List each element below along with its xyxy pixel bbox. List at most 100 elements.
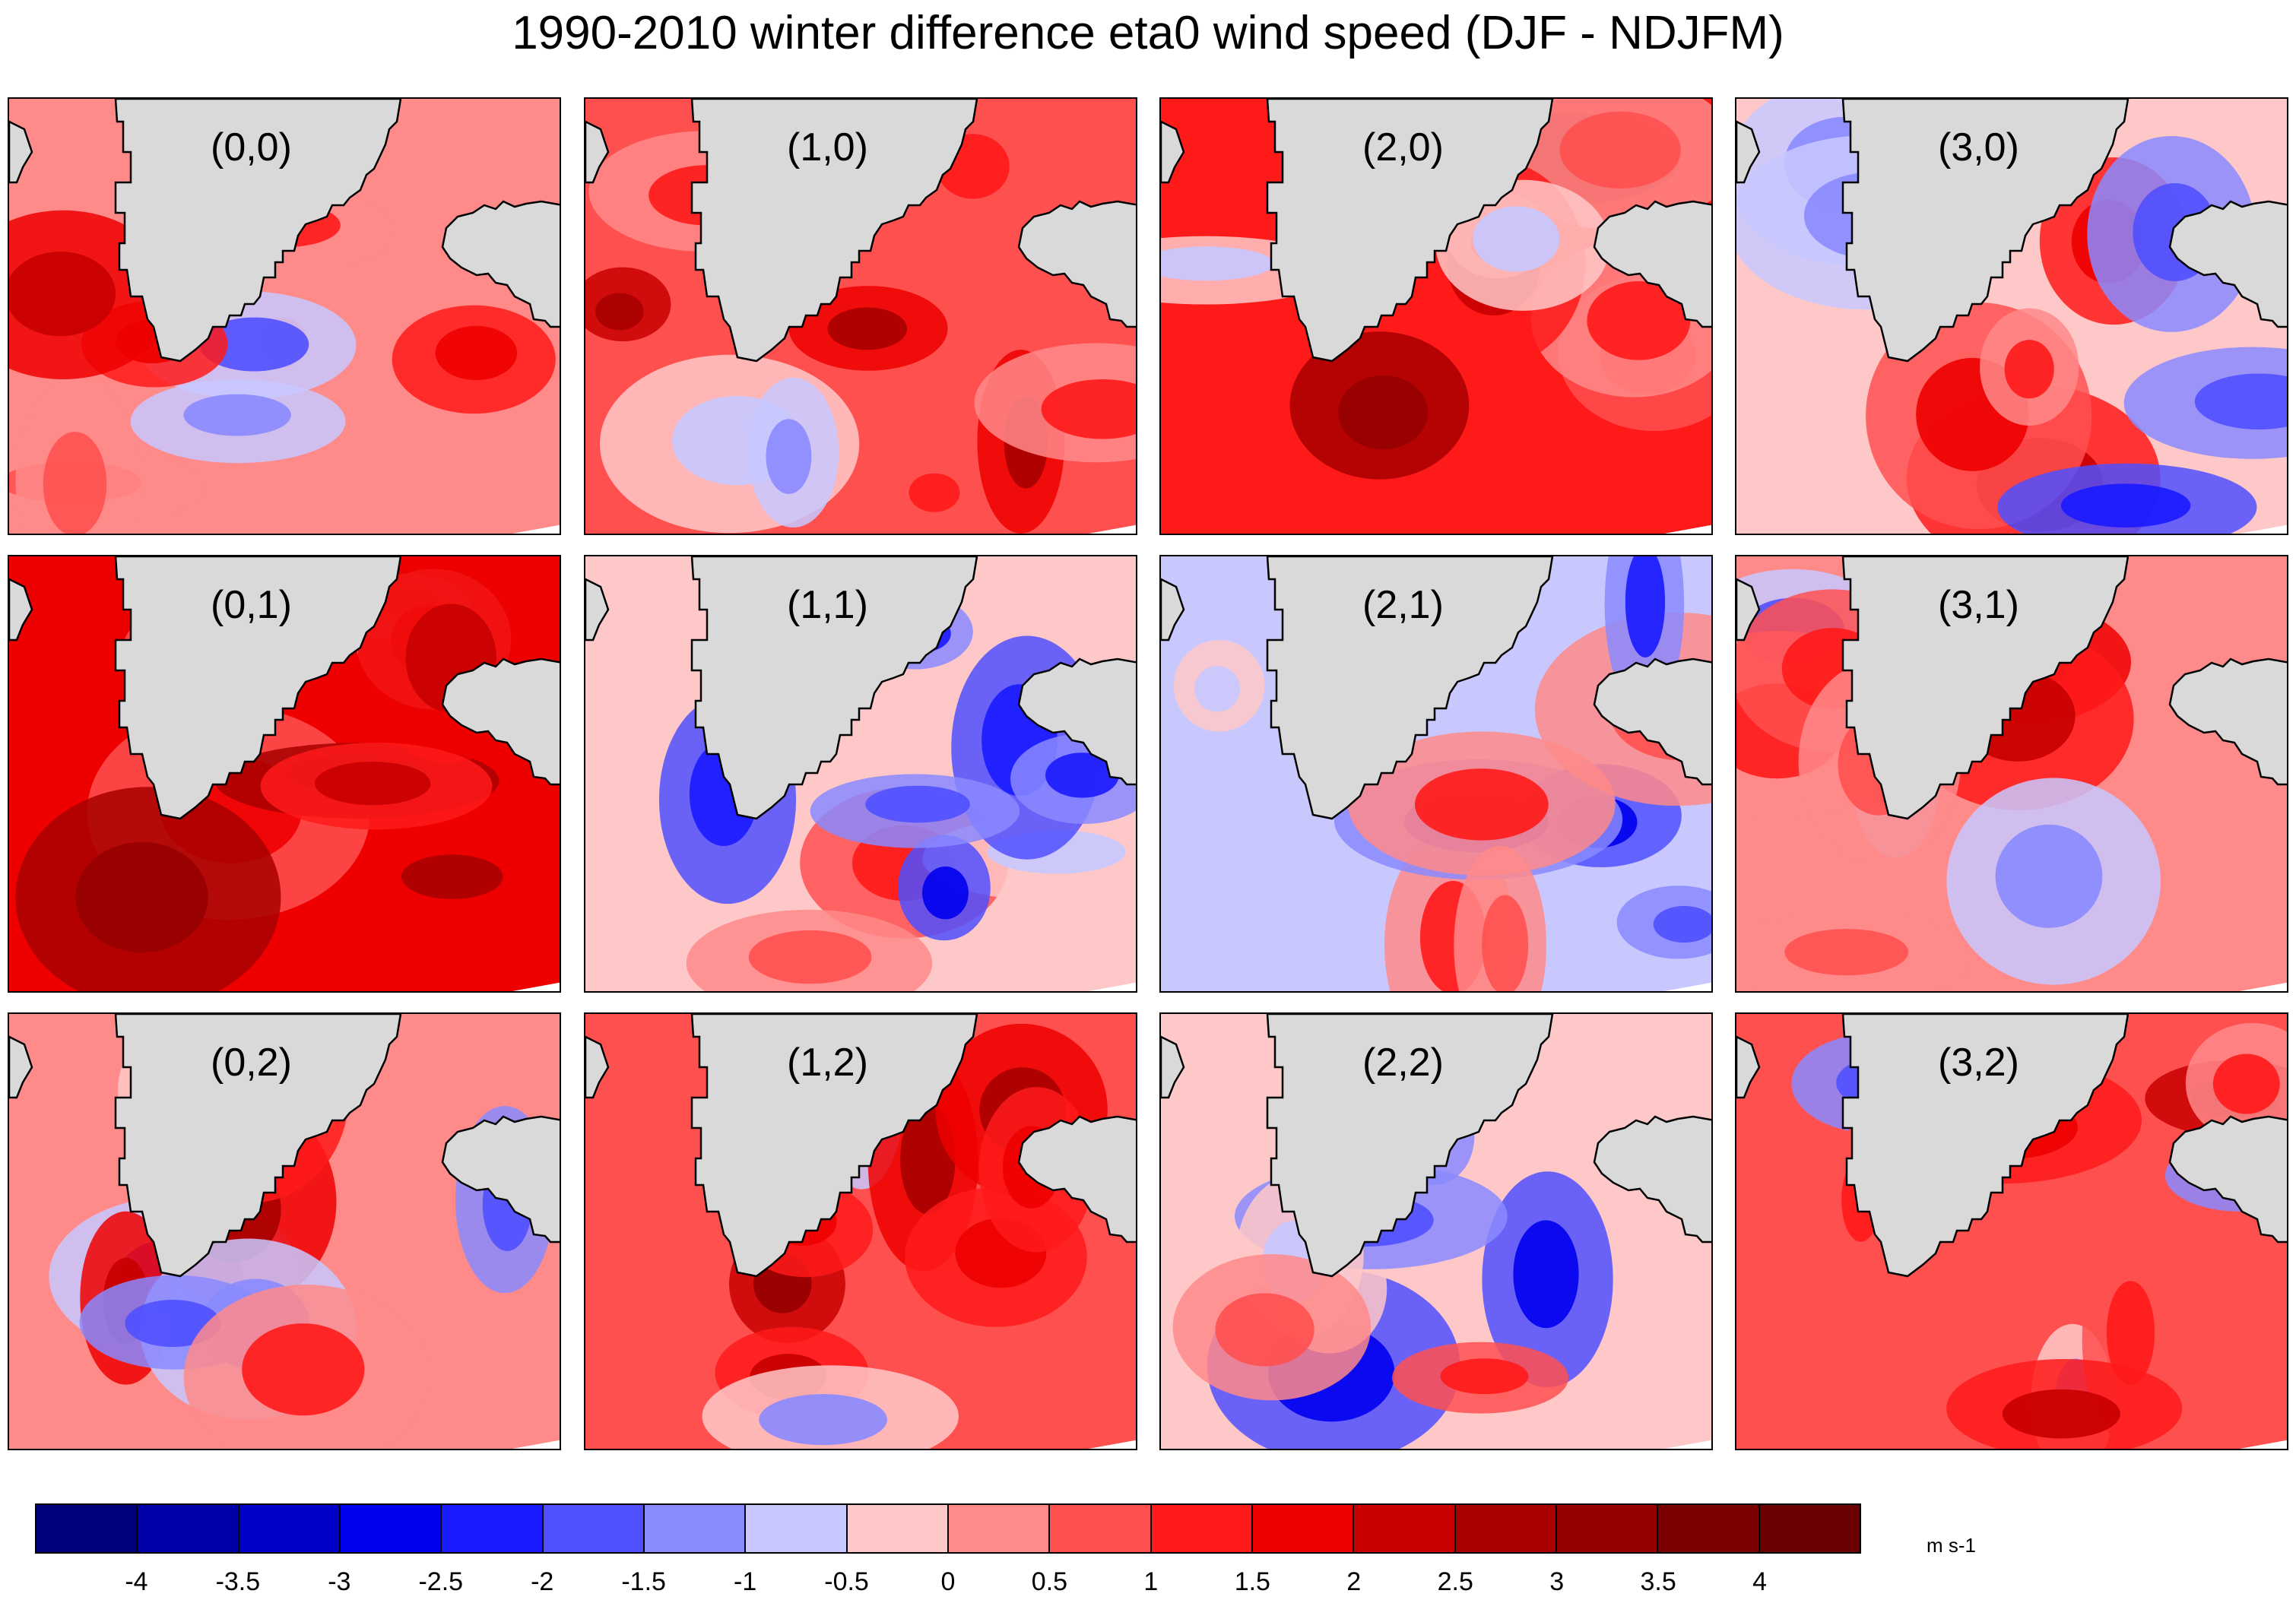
- iceland-landmass: [1593, 1115, 1711, 1244]
- iceland-landmass: [2168, 200, 2287, 328]
- colorbar-tick-label: -4: [125, 1567, 148, 1596]
- colorbar-swatch: [1556, 1505, 1659, 1552]
- field-blob-core: [1559, 111, 1681, 189]
- iceland-landmass: [1017, 1115, 1136, 1244]
- field-blob-core: [1045, 752, 1119, 798]
- field-blob-core: [922, 867, 969, 920]
- canada-coast: [9, 1035, 33, 1099]
- map-panel: (0,2): [8, 1012, 561, 1450]
- panel-label: (1,2): [787, 1041, 868, 1085]
- colorbar-swatch: [1354, 1505, 1456, 1552]
- colorbar-tick-label: -3.5: [215, 1567, 261, 1596]
- canada-coast: [585, 120, 610, 184]
- figure-title: 1990-2010 winter difference eta0 wind sp…: [512, 7, 1784, 59]
- colorbar-tick-label: -0.5: [824, 1567, 869, 1596]
- colorbar-tick-label: -2: [531, 1567, 554, 1596]
- field-blob-core: [1625, 556, 1666, 657]
- field-blob-core: [2106, 1281, 2155, 1386]
- colorbar-tick-label: 2: [1346, 1567, 1362, 1596]
- wind-speed-difference-map: [1161, 556, 1711, 991]
- map-panel: (2,2): [1159, 1012, 1713, 1450]
- colorbar-swatch: [543, 1505, 645, 1552]
- panel-label: (0,1): [211, 583, 292, 627]
- iceland-landmass: [1017, 657, 1136, 786]
- field-blob-core: [766, 419, 812, 494]
- colorbar-swatch: [1658, 1505, 1760, 1552]
- colorbar-swatch: [746, 1505, 848, 1552]
- panel-label: (2,2): [1362, 1041, 1444, 1085]
- colorbar-swatch: [340, 1505, 442, 1552]
- colorbar-tick-label: 4: [1752, 1567, 1768, 1596]
- panel-label: (3,2): [1938, 1041, 2019, 1085]
- field-blob-core: [435, 325, 518, 381]
- canada-coast: [1736, 1035, 1761, 1099]
- greenland-landmass: [690, 99, 978, 363]
- field-blob-core: [401, 854, 503, 899]
- iceland-landmass: [2168, 657, 2287, 786]
- field-blob-core: [595, 293, 644, 331]
- field-blob-core: [242, 1323, 365, 1416]
- colorbar-tick-label: 0: [940, 1567, 956, 1596]
- field-blob-core: [1653, 905, 1711, 943]
- wind-speed-difference-map: [585, 1014, 1136, 1449]
- field-blob-core: [1473, 206, 1560, 272]
- field-blob-core: [183, 394, 291, 436]
- colorbar-swatch: [36, 1505, 138, 1552]
- field-blob-core: [1513, 1220, 1579, 1329]
- colorbar-swatch: [1151, 1505, 1253, 1552]
- projection-edge: [1089, 524, 1136, 534]
- canada-coast: [9, 578, 33, 642]
- wind-speed-difference-map: [9, 556, 560, 991]
- wind-speed-difference-map: [1161, 99, 1711, 534]
- greenland-landmass: [1841, 1014, 2130, 1278]
- greenland-landmass: [1266, 99, 1554, 363]
- colorbar-swatch: [1759, 1505, 1860, 1552]
- colorbar-swatch: [948, 1505, 1051, 1552]
- iceland-landmass: [441, 1115, 560, 1244]
- colorbar-tick-label: 0.5: [1031, 1567, 1068, 1596]
- map-panel: (0,0): [8, 97, 561, 535]
- colorbar-tick-label: 3: [1549, 1567, 1565, 1596]
- wind-speed-difference-map: [9, 1014, 560, 1449]
- greenland-landmass: [114, 99, 402, 363]
- greenland-landmass: [1841, 99, 2130, 363]
- colorbar-tick-label: 2.5: [1437, 1567, 1473, 1596]
- canada-coast: [585, 578, 610, 642]
- colorbar-swatch: [239, 1505, 341, 1552]
- colorbar-swatch: [847, 1505, 949, 1552]
- canada-coast: [1161, 578, 1185, 642]
- field-blob-core: [909, 473, 960, 512]
- field-blob-core: [314, 762, 431, 806]
- iceland-landmass: [441, 200, 560, 328]
- field-blob-core: [2212, 1053, 2280, 1114]
- colorbar-tick-label: 3.5: [1640, 1567, 1676, 1596]
- field-blob-core: [1587, 280, 1691, 360]
- field-blob-core: [1161, 246, 1274, 281]
- greenland-landmass: [114, 1014, 402, 1278]
- colorbar-swatch: [1050, 1505, 1152, 1552]
- wind-speed-difference-map: [9, 99, 560, 534]
- canada-coast: [1161, 120, 1185, 184]
- canada-coast: [1161, 1035, 1185, 1099]
- wind-speed-difference-map: [585, 99, 1136, 534]
- iceland-landmass: [2168, 1115, 2287, 1244]
- field-blob-core: [75, 841, 208, 953]
- field-blob-core: [9, 252, 116, 337]
- panel-label: (3,1): [1938, 583, 2019, 627]
- map-panel: (2,1): [1159, 555, 1713, 993]
- field-blob-core: [1338, 375, 1429, 450]
- panel-label: (1,1): [787, 583, 868, 627]
- canada-coast: [585, 1035, 610, 1099]
- iceland-landmass: [1593, 657, 1711, 786]
- colorbar-tick-label: 1: [1143, 1567, 1159, 1596]
- canada-coast: [1736, 120, 1761, 184]
- field-blob-core: [1784, 929, 1909, 976]
- map-panel: (3,1): [1735, 555, 2288, 993]
- greenland-landmass: [114, 556, 402, 820]
- field-blob-core: [1482, 895, 1529, 991]
- map-panel: (0,1): [8, 555, 561, 993]
- field-blob-core: [125, 1300, 221, 1348]
- field-blob-core: [1041, 379, 1136, 439]
- field-blob-core: [827, 307, 908, 350]
